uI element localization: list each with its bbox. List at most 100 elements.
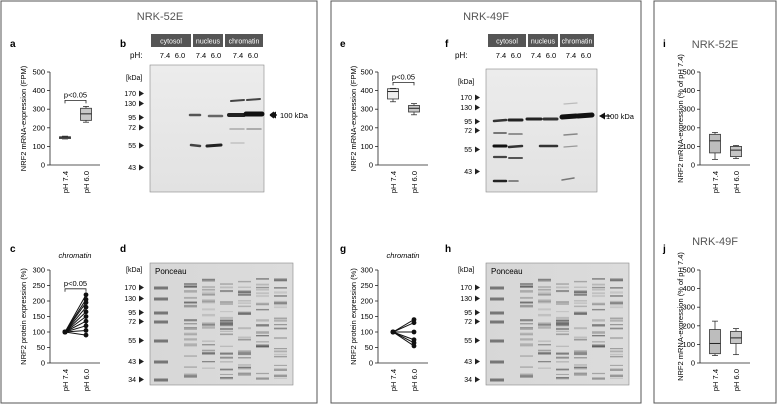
marker-label: 43: [128, 359, 136, 366]
ponceau-band: [184, 345, 197, 347]
ponceau-band: [574, 280, 587, 283]
ponceau-band: [202, 293, 215, 296]
ponceau-band: [184, 319, 197, 322]
ponceau-band: [556, 330, 569, 332]
ponceau-band: [220, 345, 233, 348]
ponceau-band: [184, 355, 197, 357]
ponceau-band: [538, 340, 551, 343]
ph-value: 6.0: [175, 51, 185, 60]
ponceau-band: [274, 353, 287, 356]
panel-letter-b: b: [120, 39, 126, 50]
ponceau-band: [184, 376, 197, 378]
ph-value: 7.4: [233, 51, 243, 60]
section-title-right-top: NRK-52E: [692, 39, 738, 51]
ponceau-band: [556, 321, 569, 324]
marker-label: 95: [464, 119, 472, 126]
x-tick-label: pH 6.0: [82, 171, 91, 193]
ponceau-band: [256, 294, 269, 298]
y-tick-label: 100: [32, 328, 45, 337]
band-label: 100 kDa: [280, 111, 309, 120]
ponceau-band: [184, 305, 197, 308]
pair-line: [392, 322, 415, 333]
marker-label: 55: [464, 338, 472, 345]
ponceau-band: [610, 317, 623, 319]
ponceau-label: Ponceau: [155, 267, 187, 276]
ponceau-band: [610, 302, 623, 305]
ponceau-band: [610, 350, 623, 352]
ponceau-band: [520, 343, 533, 346]
ponceau-band: [574, 350, 587, 353]
y-axis-label: NRF2 mRNA-expression (FPM): [349, 65, 358, 171]
ponceau-band: [184, 327, 197, 329]
ponceau-band: [184, 343, 197, 346]
y-tick-label: 0: [41, 359, 45, 368]
ponceau-band: [238, 280, 251, 283]
ph-value: 7.4: [196, 51, 206, 60]
pair-line: [64, 320, 87, 333]
ponceau-band: [184, 301, 197, 303]
ponceau-band: [592, 341, 605, 343]
ponceau-band: [592, 345, 605, 348]
kda-label: [kDa]: [458, 267, 474, 274]
ponceau-band: [592, 335, 605, 337]
y-tick-label: 400: [32, 86, 45, 95]
ponceau-band: [220, 316, 233, 319]
ponceau-band: [556, 368, 569, 371]
data-point: [83, 314, 89, 319]
panel-letter-i: i: [663, 39, 666, 50]
ponceau-band: [610, 278, 623, 281]
ponceau-band: [274, 356, 287, 358]
x-tick-label: pH 6.0: [410, 369, 419, 391]
ponceau-band: [556, 319, 569, 322]
ladder-band: [154, 360, 168, 364]
fraction-nucleus: nucleus: [196, 39, 221, 46]
ponceau-band: [256, 344, 269, 346]
ponceau-band: [610, 356, 623, 358]
ponceau-band: [274, 327, 287, 330]
ponceau-band: [592, 302, 605, 305]
ponceau-band: [610, 279, 623, 282]
ponceau-band: [184, 327, 197, 330]
ponceau-band: [610, 377, 623, 379]
y-axis-label: NRF2 protein expression (%): [19, 268, 28, 365]
ponceau-band: [274, 278, 287, 281]
ponceau-band: [274, 319, 287, 322]
ponceau-band: [220, 322, 233, 325]
ponceau-band: [574, 353, 587, 356]
ponceau-band: [556, 368, 569, 371]
panel-letter-e: e: [340, 39, 346, 50]
ladder-band: [490, 320, 504, 324]
ponceau-band: [592, 344, 605, 346]
ponceau-band: [256, 303, 269, 306]
x-tick-label: pH 7.4: [711, 369, 720, 391]
ponceau-band: [520, 323, 533, 325]
ponceau-band: [256, 345, 269, 348]
chart-a: 0 100 200 300 400 500 NRF2 mRNA-expression (FP…: [19, 65, 100, 193]
ponceau-band: [592, 286, 605, 289]
ponceau-band: [238, 357, 251, 359]
ponceau-band: [574, 368, 587, 370]
ponceau-band: [202, 361, 215, 363]
box: [730, 145, 742, 158]
ponceau-band: [592, 294, 605, 298]
ponceau-band: [274, 300, 287, 303]
panel-letter-g: g: [340, 244, 346, 255]
ponceau-band: [220, 303, 233, 305]
ph-value: 6.0: [211, 51, 221, 60]
ponceau-band: [256, 319, 269, 322]
ponceau-band: [238, 290, 251, 294]
ponceau-band: [556, 286, 569, 289]
data-point: [411, 320, 417, 326]
blot-b: pH: cytosol nucleus chromatin 7.4 6.0 7.…: [124, 34, 309, 193]
panel-frame-nrk52e: [0, 0, 318, 404]
ladder-band: [490, 360, 504, 364]
ponceau-band: [592, 324, 605, 327]
ladder-band: [154, 297, 168, 301]
ponceau-band: [184, 283, 197, 286]
ponceau-band: [184, 374, 197, 378]
ponceau-band: [238, 364, 251, 366]
ponceau-band: [538, 361, 551, 363]
y-tick-label: 400: [360, 86, 373, 95]
data-point: [411, 343, 417, 349]
